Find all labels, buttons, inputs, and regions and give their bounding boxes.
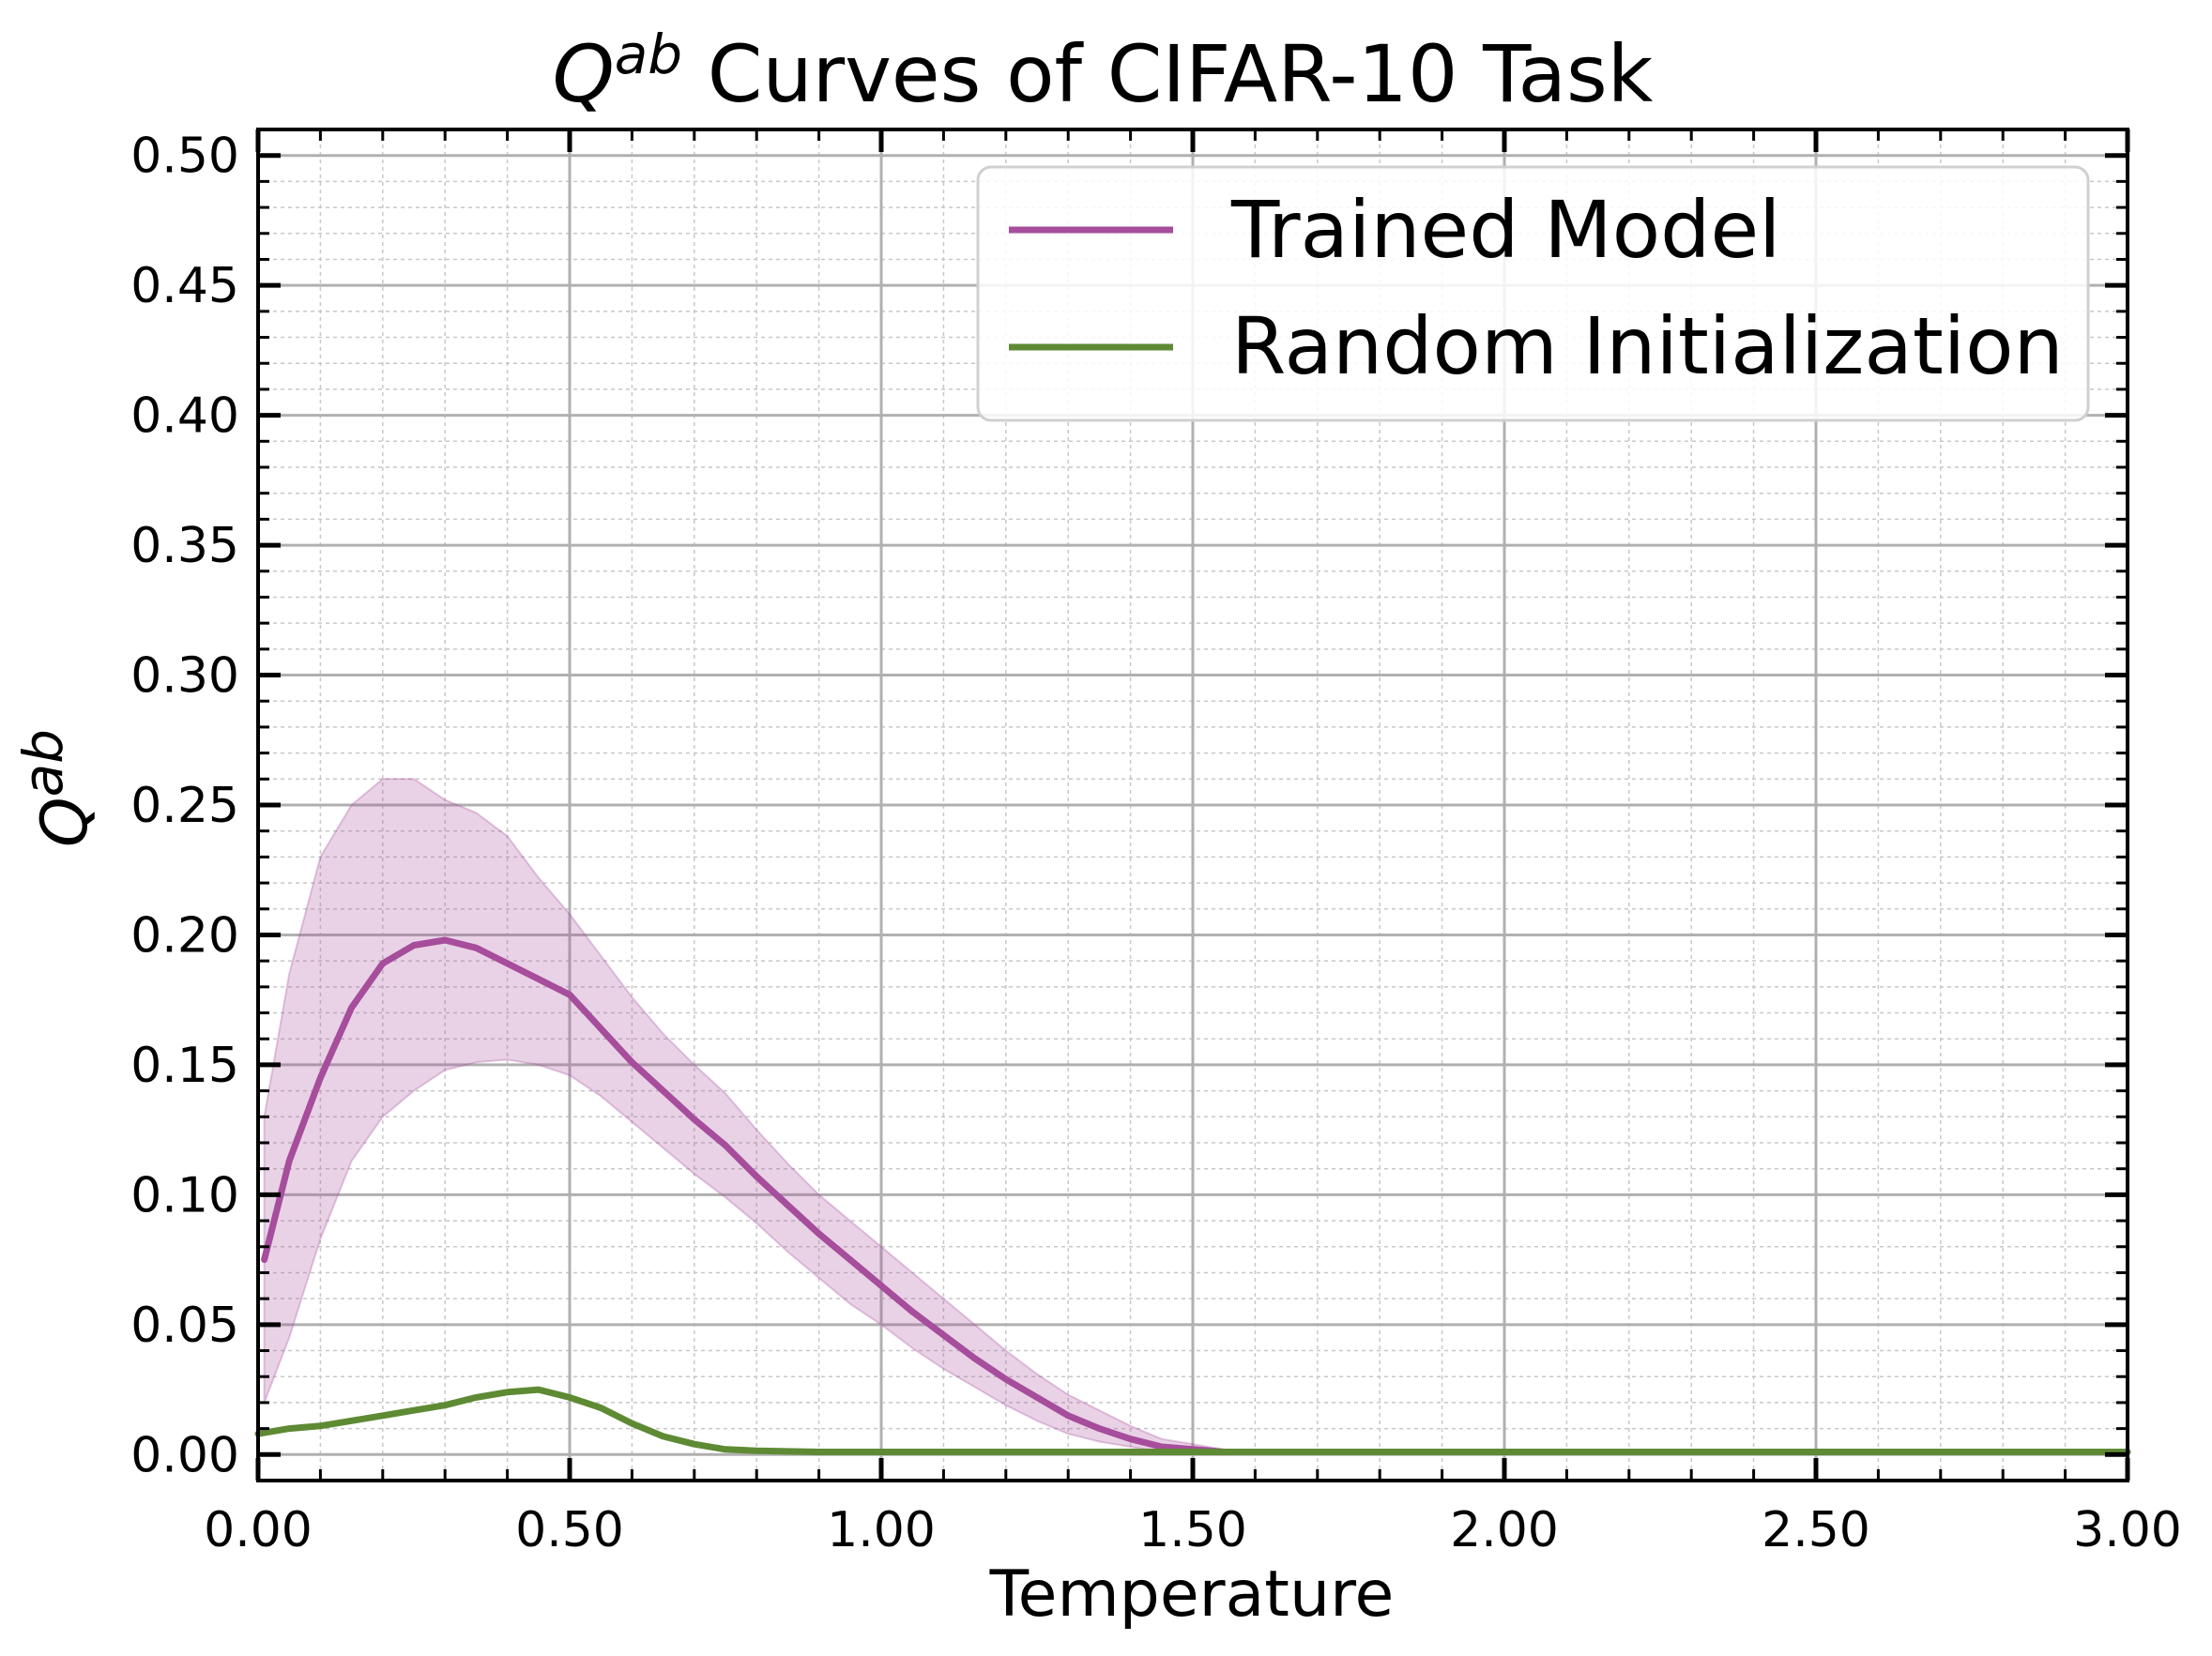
x-tick-label: 0.50 bbox=[515, 1502, 624, 1558]
plot-frame bbox=[256, 128, 2129, 1482]
x-tick-label: 2.50 bbox=[1762, 1502, 1870, 1558]
legend-label-random-initialization: Random Initialization bbox=[1231, 300, 2064, 392]
y-tick-label: 0.30 bbox=[130, 648, 239, 705]
legend-box bbox=[976, 165, 2090, 422]
y-tick-label: 0.50 bbox=[130, 129, 239, 185]
legend-label-trained-model: Trained Model bbox=[1230, 184, 1780, 276]
y-tick-label: 0.10 bbox=[130, 1167, 239, 1223]
y-axis-title: Qab bbox=[11, 729, 102, 847]
tick-labels: 0.00 0.50 1.00 1.50 2.00 2.50 3.00 0.00 0.05 0.10… bbox=[130, 129, 2182, 1558]
legend: Trained Model Random Initialization bbox=[976, 165, 2090, 422]
chart-title: Qab Curves of CIFAR-10 Task bbox=[553, 23, 1654, 120]
x-tick-label: 3.00 bbox=[2073, 1502, 2182, 1558]
y-tick-label: 0.00 bbox=[130, 1427, 239, 1483]
series-line-random-initialization bbox=[254, 1386, 2131, 1455]
y-axis-title-superscript: ab bbox=[11, 729, 75, 797]
y-tick-label: 0.45 bbox=[130, 258, 239, 314]
y-tick-label: 0.20 bbox=[130, 907, 239, 964]
y-tick-label: 0.25 bbox=[130, 778, 239, 834]
y-axis-title-symbol: Q bbox=[28, 797, 102, 847]
chart-title-symbol: Q bbox=[553, 28, 615, 120]
y-tick-label: 0.40 bbox=[130, 388, 239, 445]
series-layer bbox=[254, 778, 2131, 1455]
x-tick-label: 1.00 bbox=[827, 1502, 936, 1558]
x-tick-label: 0.00 bbox=[204, 1502, 313, 1558]
y-tick-label: 0.15 bbox=[130, 1038, 239, 1094]
y-tick-label: 0.05 bbox=[130, 1298, 239, 1354]
y-tick-label: 0.35 bbox=[130, 518, 239, 574]
x-tick-label: 2.00 bbox=[1450, 1502, 1559, 1558]
x-tick-label: 1.50 bbox=[1138, 1502, 1247, 1558]
x-axis-title: Temperature bbox=[989, 1557, 1395, 1632]
chart-title-rest: Curves of CIFAR-10 Task bbox=[682, 28, 1654, 120]
chart-title-superscript: ab bbox=[615, 23, 682, 86]
